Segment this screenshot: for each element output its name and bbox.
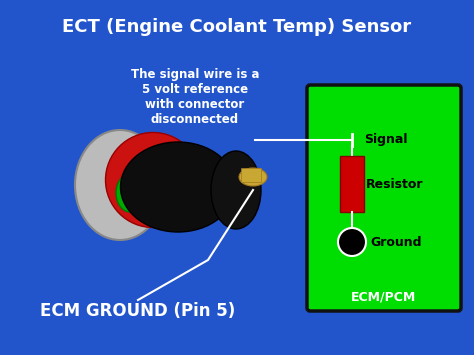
Text: The signal wire is a
5 volt reference
with connector
disconnected: The signal wire is a 5 volt reference wi… bbox=[131, 68, 259, 126]
Text: ECM/PCM: ECM/PCM bbox=[351, 290, 417, 303]
Text: ECT (Engine Coolant Temp) Sensor: ECT (Engine Coolant Temp) Sensor bbox=[63, 18, 411, 36]
Ellipse shape bbox=[106, 132, 201, 228]
Ellipse shape bbox=[239, 168, 267, 186]
Ellipse shape bbox=[116, 174, 144, 212]
Text: ECM GROUND (Pin 5): ECM GROUND (Pin 5) bbox=[40, 302, 236, 320]
Ellipse shape bbox=[211, 151, 261, 229]
Ellipse shape bbox=[120, 142, 236, 232]
Ellipse shape bbox=[75, 130, 165, 240]
Bar bbox=[241, 168, 261, 182]
FancyBboxPatch shape bbox=[307, 85, 461, 311]
Text: Ground: Ground bbox=[370, 235, 421, 248]
Text: Signal: Signal bbox=[364, 133, 408, 147]
Circle shape bbox=[338, 228, 366, 256]
Text: Resistor: Resistor bbox=[366, 178, 423, 191]
Bar bbox=[340, 156, 364, 212]
